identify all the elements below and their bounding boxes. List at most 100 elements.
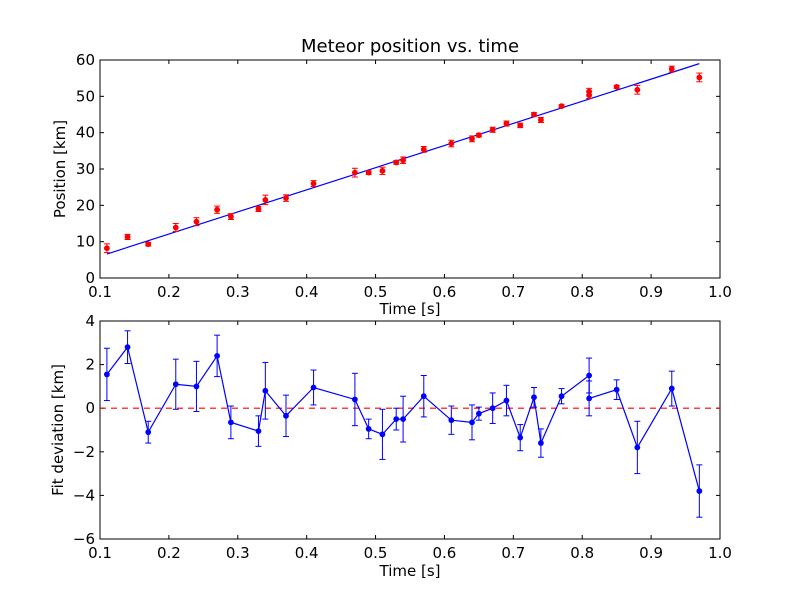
deviation-x-tick-label: 0.6 xyxy=(433,544,457,562)
deviation-data-point xyxy=(172,381,179,388)
position-data-point xyxy=(393,159,400,166)
deviation-series-line xyxy=(106,345,700,492)
position-y-tick-label: 10 xyxy=(76,233,95,251)
deviation-x-tick-label: 0.8 xyxy=(570,544,594,562)
deviation-x-tick-label: 0.7 xyxy=(501,544,525,562)
deviation-data-point xyxy=(613,386,620,393)
position-axes-ticks: 0.1 0.2 0.3 0.4 0.5 0.6 0.7 0.8 0.9 1.0 0 10 20 30 40 5… xyxy=(76,51,732,301)
position-y-axis-label: Position [km] xyxy=(51,120,69,218)
deviation-data-point xyxy=(310,384,317,391)
deviation-y-tick-label: −6 xyxy=(73,530,95,548)
deviation-x-tick-label: 0.9 xyxy=(639,544,663,562)
deviation-data-point xyxy=(503,397,510,404)
deviation-data-point xyxy=(586,372,593,379)
deviation-data-point xyxy=(103,371,110,378)
position-data-point xyxy=(503,120,510,127)
deviation-y-axis-label: Fit deviation [km] xyxy=(49,364,67,496)
position-data-point xyxy=(379,167,386,174)
position-y-tick-label: 50 xyxy=(76,87,95,105)
deviation-data-point xyxy=(448,417,455,424)
deviation-data-point xyxy=(586,395,593,402)
position-x-axis-label: Time [s] xyxy=(379,300,441,318)
deviation-plot-area xyxy=(99,320,721,540)
deviation-x-tick-label: 1.0 xyxy=(708,544,732,562)
position-data-point xyxy=(124,234,131,240)
position-x-tick-label: 0.5 xyxy=(364,283,388,301)
deviation-data-point xyxy=(634,444,641,451)
position-data-point xyxy=(172,224,179,231)
deviation-y-tick-label: 4 xyxy=(85,312,95,330)
position-data-point xyxy=(558,103,565,110)
deviation-data-point xyxy=(393,416,400,423)
position-data-point xyxy=(193,218,200,225)
position-data-point xyxy=(613,83,620,90)
position-x-tick-label: 0.8 xyxy=(570,283,594,301)
position-chart: 0.1 0.2 0.3 0.4 0.5 0.6 0.7 0.8 0.9 1.0 0 10 20 30 40 5… xyxy=(51,36,732,318)
position-x-tick-label: 0.7 xyxy=(501,283,525,301)
deviation-series xyxy=(103,330,703,518)
position-data-point xyxy=(227,213,234,220)
position-data-point xyxy=(586,88,593,95)
deviation-data-point xyxy=(227,419,234,426)
deviation-x-axis-label: Time [s] xyxy=(379,562,441,580)
deviation-x-tick-label: 0.2 xyxy=(157,544,181,562)
position-y-tick-label: 60 xyxy=(76,51,95,69)
deviation-data-point xyxy=(214,352,221,359)
position-x-tick-label: 0.2 xyxy=(157,283,181,301)
deviation-data-point xyxy=(379,431,386,438)
position-data-point xyxy=(531,111,537,118)
position-y-tick-label: 30 xyxy=(76,160,95,178)
position-x-tick-label: 0.1 xyxy=(88,283,112,301)
deviation-data-point xyxy=(365,426,372,432)
position-y-tick-label: 20 xyxy=(76,196,95,214)
deviation-data-point xyxy=(262,387,269,394)
position-plot-area xyxy=(99,59,721,279)
position-data-point xyxy=(475,132,482,139)
deviation-x-tick-label: 0.3 xyxy=(226,544,250,562)
position-chart-title: Meteor position vs. time xyxy=(301,36,519,57)
position-data-point xyxy=(634,86,641,93)
deviation-data-point xyxy=(558,393,565,400)
deviation-data-point xyxy=(469,419,475,426)
position-data-point xyxy=(310,180,317,187)
position-data-point xyxy=(283,195,289,201)
position-data-point xyxy=(351,169,358,176)
position-y-tick-label: 0 xyxy=(85,269,95,287)
deviation-x-tick-label: 0.1 xyxy=(88,544,112,562)
deviation-data-point xyxy=(668,385,675,392)
position-data-point xyxy=(489,126,496,133)
fit-deviation-chart: 0.1 0.2 0.3 0.4 0.5 0.6 0.7 0.8 0.9 1.0−6−4−2024 … xyxy=(49,312,732,580)
deviation-data-point xyxy=(124,344,131,351)
position-points xyxy=(103,65,703,254)
deviation-x-tick-label: 0.5 xyxy=(364,544,388,562)
position-x-tick-label: 0.6 xyxy=(433,283,457,301)
position-data-point xyxy=(214,206,221,213)
position-data-point xyxy=(255,206,262,212)
position-data-point xyxy=(262,196,269,203)
deviation-y-tick-label: 2 xyxy=(85,356,95,374)
position-data-point xyxy=(420,146,427,153)
position-data-point xyxy=(696,74,703,81)
position-x-tick-label: 0.9 xyxy=(639,283,663,301)
deviation-data-point xyxy=(283,412,289,419)
deviation-data-point xyxy=(696,488,703,494)
deviation-data-point xyxy=(475,410,482,417)
deviation-y-tick-label: 0 xyxy=(85,399,95,417)
position-data-point xyxy=(103,245,110,252)
deviation-data-point xyxy=(531,394,537,401)
position-data-point xyxy=(145,241,152,248)
position-data-point xyxy=(400,157,407,164)
deviation-data-point xyxy=(420,393,427,400)
deviation-axes-ticks: 0.1 0.2 0.3 0.4 0.5 0.6 0.7 0.8 0.9 1.0 −6 −4 −2 0 2 4 xyxy=(73,312,732,562)
deviation-y-tick-label: −2 xyxy=(73,443,95,461)
position-x-tick-label: 0.3 xyxy=(226,283,250,301)
position-x-tick-label: 0.4 xyxy=(295,283,319,301)
deviation-data-point xyxy=(489,405,496,412)
deviation-y-tick-label: −4 xyxy=(73,486,95,504)
deviation-data-point xyxy=(351,396,358,403)
position-y-tick-label: 40 xyxy=(76,124,95,142)
position-data-point xyxy=(668,66,675,72)
deviation-data-point xyxy=(145,429,152,436)
position-data-point xyxy=(365,169,372,176)
